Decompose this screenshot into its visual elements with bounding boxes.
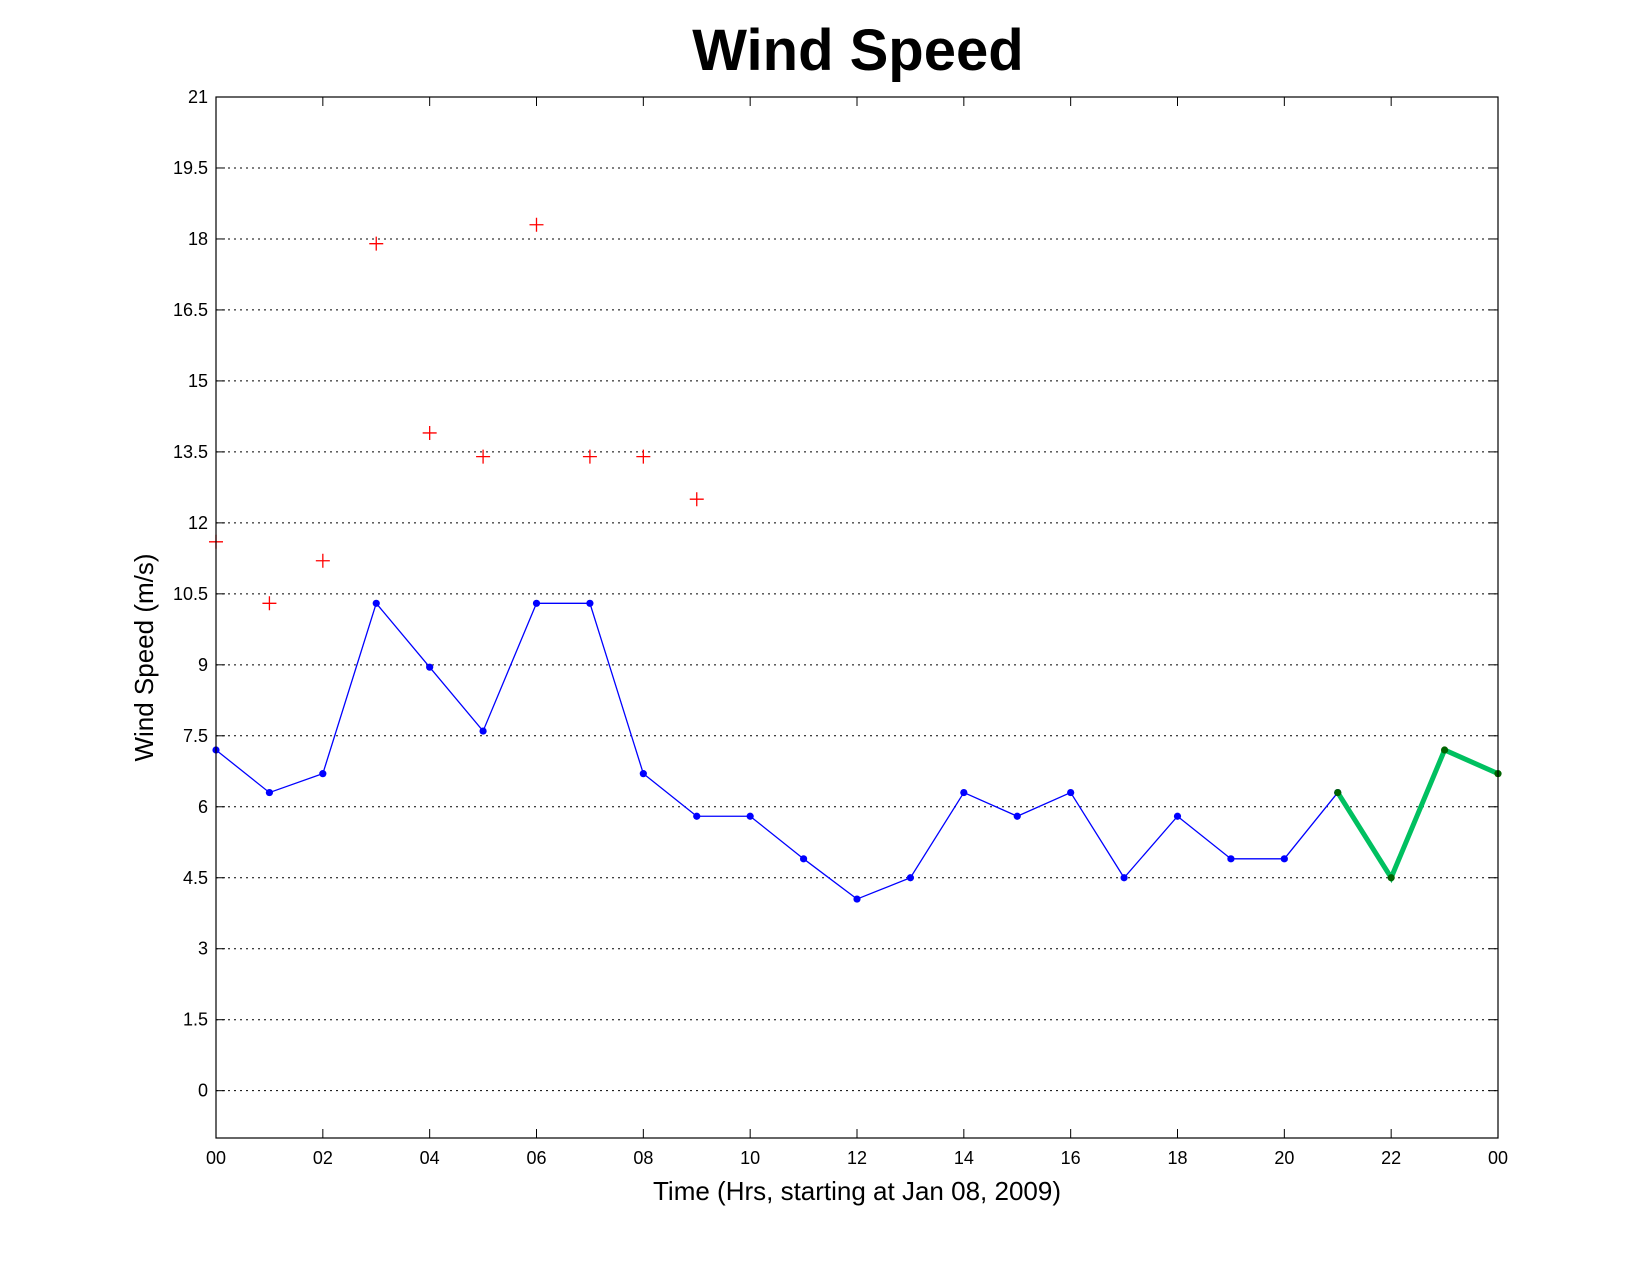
- x-axis-label: Time (Hrs, starting at Jan 08, 2009): [653, 1176, 1061, 1206]
- y-tick-label: 4.5: [183, 868, 208, 888]
- plot-area: [215, 96, 1499, 1139]
- y-tick-label: 21: [188, 87, 208, 107]
- series-2-line: [1335, 746, 1500, 884]
- y-tick-label: 16.5: [173, 300, 208, 320]
- series-2-point: [1334, 788, 1342, 797]
- series-2-point: [1440, 746, 1449, 754]
- x-tick-label: 20: [1274, 1148, 1294, 1168]
- series-0-point: [479, 727, 487, 735]
- y-tick-label: 18: [188, 229, 208, 249]
- series-1-point: [262, 596, 277, 611]
- x-tick-label: 14: [954, 1148, 974, 1168]
- y-axis-label: Wind Speed (m/s): [129, 553, 159, 761]
- chart-title: Wind Speed: [692, 18, 1023, 83]
- series-0-point: [746, 812, 754, 820]
- y-tick-label: 15: [188, 371, 208, 391]
- y-tick-label: 10.5: [173, 584, 208, 604]
- series-0-point: [906, 874, 915, 882]
- series-0-line: [215, 601, 1339, 900]
- series-0-point: [532, 599, 541, 607]
- data-series: [209, 217, 1502, 903]
- series-0-point: [1120, 874, 1128, 882]
- x-tick-label: 00: [1488, 1148, 1508, 1168]
- series-1-point: [369, 236, 384, 251]
- series-1-point: [422, 425, 437, 440]
- series-1-point: [636, 449, 651, 464]
- grid-lines: [216, 167, 1498, 1092]
- series-2-point: [1387, 874, 1395, 882]
- series-1-point: [689, 492, 704, 507]
- series-0-point: [799, 855, 808, 863]
- y-tick-label: 1.5: [183, 1010, 208, 1030]
- series-0-point: [960, 788, 968, 797]
- y-tick-label: 13.5: [173, 442, 208, 462]
- y-tick-label: 6: [198, 797, 208, 817]
- x-tick-label: 12: [847, 1148, 867, 1168]
- series-1-point: [582, 449, 597, 464]
- x-tick-label: 22: [1381, 1148, 1401, 1168]
- x-tick-label: 08: [633, 1148, 653, 1168]
- series-0-point: [693, 812, 701, 820]
- series-0-point: [1280, 855, 1288, 863]
- series-0-point: [639, 770, 647, 778]
- series-0-point: [1227, 855, 1235, 863]
- x-tick-label: 04: [420, 1148, 440, 1168]
- series-0-point: [265, 788, 274, 797]
- x-tick-label: 06: [526, 1148, 546, 1168]
- series-0-point: [1173, 812, 1182, 820]
- y-tick-label: 0: [198, 1081, 208, 1101]
- series-0-point: [319, 770, 327, 778]
- x-tick-label: 16: [1061, 1148, 1081, 1168]
- x-tick-label: 10: [740, 1148, 760, 1168]
- series-1-point: [315, 553, 330, 568]
- x-tick-label: 02: [313, 1148, 333, 1168]
- y-tick-label: 9: [198, 655, 208, 675]
- x-tick-label: 00: [206, 1148, 226, 1168]
- y-tick-label: 3: [198, 939, 208, 959]
- series-0-point: [372, 599, 380, 607]
- series-0-point: [586, 599, 594, 607]
- axis-ticks: 0 1.5 3 4.5 6 7.5 9 10.5 12 13.5 15 16.5 18 19.5 21 00 0…: [173, 87, 1508, 1168]
- series-0-point: [426, 663, 434, 671]
- x-tick-label: 18: [1167, 1148, 1187, 1168]
- y-tick-label: 12: [188, 513, 208, 533]
- series-1-point: [529, 217, 544, 232]
- series-0-point: [1013, 812, 1021, 820]
- y-tick-label: 7.5: [183, 726, 208, 746]
- series-1-point: [476, 449, 491, 464]
- y-tick-label: 19.5: [173, 158, 208, 178]
- series-0-point: [853, 895, 861, 903]
- series-0-point: [1067, 788, 1075, 797]
